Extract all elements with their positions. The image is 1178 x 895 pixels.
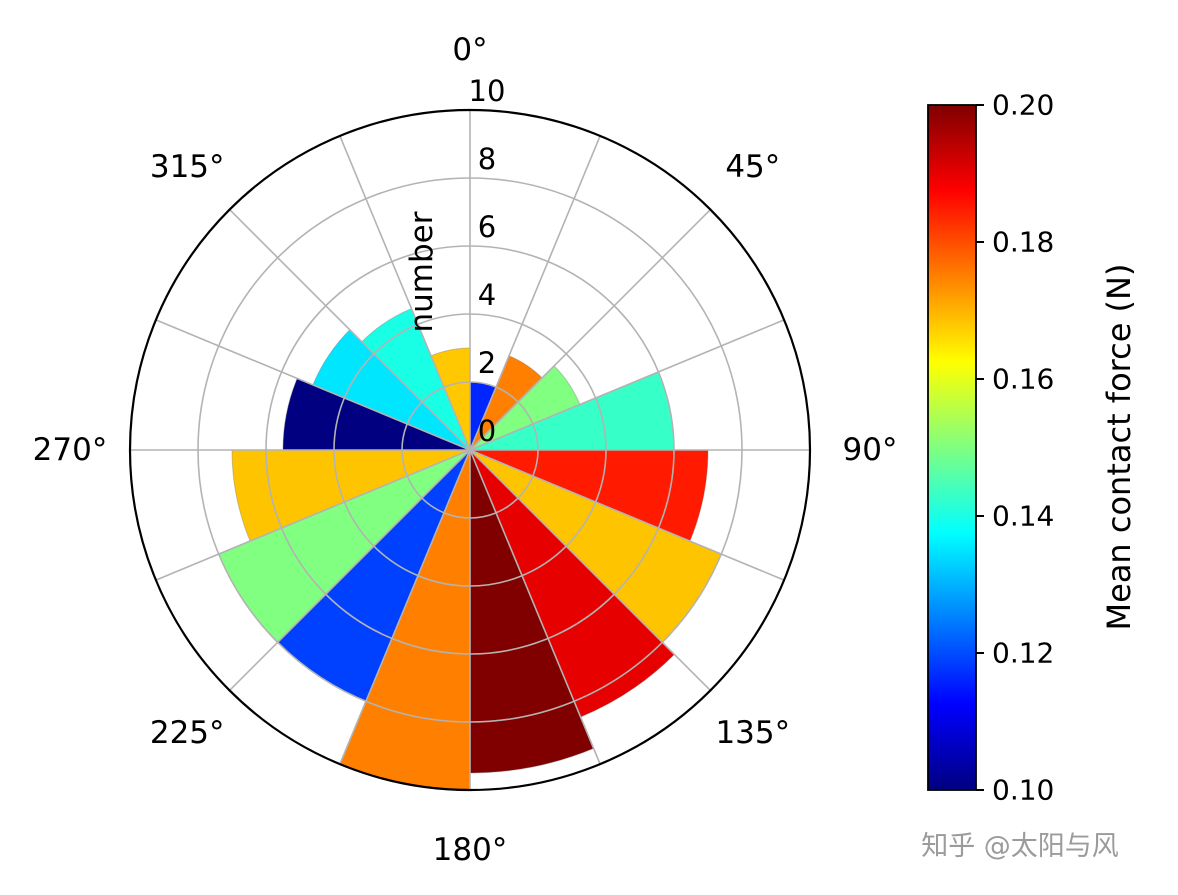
colorbar-outline [927,104,977,791]
angular-gridline [469,449,711,691]
angular-gridline [155,319,471,451]
polar-axes-spine [128,108,812,792]
radial-tick-label: 0 [478,414,496,448]
angular-gridline [469,135,601,451]
angular-tick-label: 270° [33,432,108,468]
colorbar-axis-label: Mean contact force (N) [1100,264,1138,631]
angular-tick-label: 90° [843,432,898,468]
colorbar-tick-label: 0.16 [992,363,1054,396]
colorbar-tick-label: 0.20 [992,89,1054,122]
polar-bar-sector [469,449,595,774]
angular-gridline [155,449,471,581]
angular-gridline [229,449,471,691]
angular-gridline [469,209,711,451]
radial-axis-label: number [404,211,440,332]
colorbar-tick-label: 0.12 [992,637,1054,670]
radial-tick-label: 8 [478,142,496,176]
colorbar-tick-label: 0.14 [992,500,1054,533]
angular-tick-label: 135° [715,715,790,751]
radial-tick-label: 10 [469,74,506,108]
angular-tick-label: 180° [433,832,508,868]
colorbar-tick-label: 0.10 [992,774,1054,807]
angular-tick-label: 315° [150,149,225,185]
angular-gridline [229,209,471,451]
radial-tick-label: 2 [478,346,496,380]
colorbar-tick-label: 0.18 [992,226,1054,259]
angular-gridline [469,319,785,451]
angular-gridline [339,135,471,451]
radial-tick-label: 6 [478,210,496,244]
angular-gridline [469,449,785,581]
angular-tick-label: 45° [725,149,780,185]
watermark: 知乎 @太阳与风 [921,831,1119,862]
radial-tick-label: 4 [478,278,496,312]
angular-gridline [339,449,471,765]
angular-gridline [469,449,601,765]
colorbar-gradient [928,105,976,790]
angular-tick-label: 0° [452,32,487,68]
polar-bar-sector [469,449,676,718]
angular-tick-label: 225° [150,715,225,751]
chart-layer: 0 2 4 6 8 10 0° 45° 90° 135° 180° 225° 270° 315° 0.20 0… [33,32,1055,868]
